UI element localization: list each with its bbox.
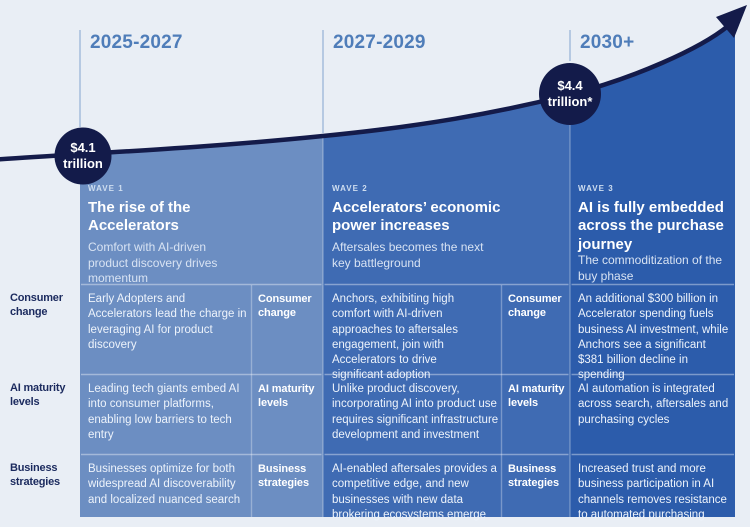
wave1-subtitle: Comfort with AI-driven product discovery… [88,240,218,286]
row-label-consumer-change: Consumer change [10,292,63,319]
growth-curve [0,23,731,162]
wave1-title: The rise of the Accelerators [88,199,191,235]
arrow-icon [716,5,747,38]
wave2-strip-label-business-strategies: Business strategies [508,463,559,490]
wave1-tag: WAVE 1 [88,184,124,193]
row-label-ai-maturity-levels: AI maturity levels [10,382,66,409]
wave3-area [570,22,735,517]
wave1-strip-label-consumer-change: Consumer change [258,293,312,320]
period-label-2025-2027: 2025-2027 [90,32,183,53]
wave3-business-strategies-cell: Increased trust and more business partic… [578,463,727,521]
wave2-subtitle: Aftersales becomes the next key battlegr… [332,240,484,270]
wave1-consumer-change-cell: Early Adopters and Accelerators lead the… [88,293,247,351]
wave2-strip-label-ai-maturity: AI maturity levels [508,383,565,410]
marker-circle-4-1-trillion [54,127,112,185]
row-dividers [81,283,734,456]
wave3-subtitle: The commoditization of the buy phase [578,253,723,283]
wave2-business-strategies-cell: AI-enabled aftersales provides a competi… [332,463,497,521]
wave1-ai-maturity-cell: Leading tech giants embed AI into consum… [88,383,240,441]
wave2-title: Accelerators’ economic power increases [332,199,501,235]
wave2-tag: WAVE 2 [332,184,368,193]
marker-unit: trillion* [547,93,593,109]
wave3-tag: WAVE 3 [578,184,614,193]
row-label-business-strategies: Business strategies [10,462,60,489]
wave1-strip-label-business-strategies: Business strategies [258,463,309,490]
wave3-consumer-change-cell: An additional $300 billion in Accelerato… [578,293,729,382]
wave1-strip-label-ai-maturity: AI maturity levels [258,383,315,410]
wave1-area [80,136,323,517]
marker-value-4-4-trillion: $4.4 trillion* [524,78,616,109]
wave2-consumer-change-cell: Anchors, exhibiting high comfort with AI… [332,293,458,382]
marker-value-4-1-trillion: $4.1 trillion [37,140,129,171]
wave2-area [323,94,570,517]
wave2-strip-label-consumer-change: Consumer change [508,293,562,320]
marker-unit: trillion [63,155,103,171]
marker-value: $4.4 [557,78,583,93]
wave1-business-strategies-cell: Businesses optimize for both widespread … [88,463,241,506]
period-label-2027-2029: 2027-2029 [333,32,426,53]
wave3-ai-maturity-cell: AI automation is integrated across searc… [578,383,729,426]
wave3-title: AI is fully embedded across the purchase… [578,199,724,253]
period-label-2030-plus: 2030+ [580,32,635,53]
marker-value: $4.1 [70,140,96,155]
marker-circle-4-4-trillion [539,63,601,125]
wave2-ai-maturity-cell: Unlike product discovery, incorporating … [332,383,499,441]
